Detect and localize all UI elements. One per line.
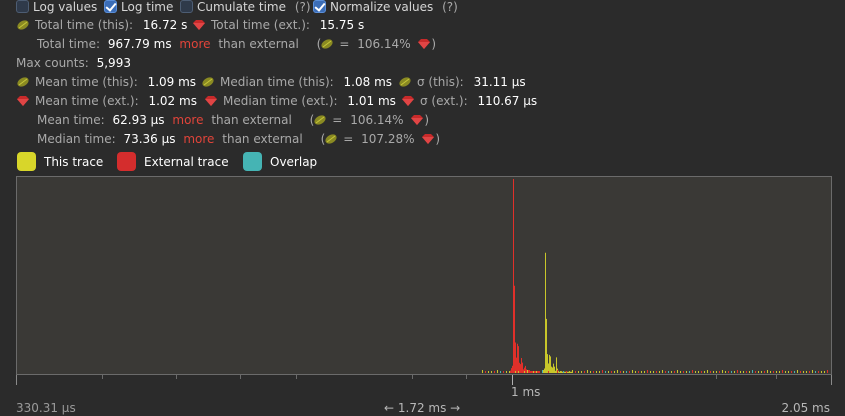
total-ratio: 106.14% <box>357 37 411 51</box>
median-ext-label: Median time (ext.): <box>223 94 338 108</box>
normalize-values-checkbox[interactable] <box>313 0 326 13</box>
leaf-icon <box>17 77 29 87</box>
sigma-this-label: σ (this): <box>417 75 464 89</box>
legend-external-trace: External trace <box>117 152 229 172</box>
mean-ratio: 106.14% <box>350 113 404 127</box>
mean-this-value: 1.09 ms <box>147 75 197 89</box>
legend-overlap-label: Overlap <box>270 155 318 169</box>
median-close-paren: ) <box>435 132 441 146</box>
mean-eq: = <box>332 113 343 127</box>
mean-ext-value: 1.02 ms <box>148 94 197 108</box>
total-this-label: Total time (this): <box>35 18 134 32</box>
axis-max-label: 2.05 ms <box>781 401 830 415</box>
total-close-paren: ) <box>431 37 437 51</box>
ruby-gem-icon <box>411 115 424 125</box>
total-this-value: 16.72 s <box>142 18 188 32</box>
median-open-paren: ( <box>320 132 326 146</box>
max-counts-label: Max counts: <box>16 56 89 70</box>
mean-than-external: than external <box>211 113 292 127</box>
log-time-checkbox[interactable] <box>104 0 117 13</box>
total-time-label: Total time: <box>37 37 100 51</box>
sigma-ext-value: 110.67 μs <box>477 94 538 108</box>
sigma-ext-label: σ (ext.): <box>420 94 468 108</box>
total-this-row: Total time (this): 16.72 s <box>17 18 187 32</box>
cumulate-time-toggle[interactable]: Cumulate time (?) <box>180 0 311 14</box>
legend-overlap: Overlap <box>243 152 317 172</box>
max-counts-row: Max counts: 5,993 <box>16 56 131 70</box>
total-eq: = <box>339 37 350 51</box>
legend-this-label: This trace <box>44 155 104 169</box>
legend-external-label: External trace <box>144 155 229 169</box>
log-values-toggle[interactable]: Log values <box>16 0 97 14</box>
legend-overlap-swatch <box>243 152 262 171</box>
median-more-text: more <box>183 132 215 146</box>
sigma-this-value: 31.11 μs <box>473 75 526 89</box>
median-this-stat: Median time (this): 1.08 ms <box>202 75 392 89</box>
leaf-icon <box>325 134 337 144</box>
legend-external-swatch <box>117 152 136 171</box>
ruby-gem-icon <box>402 96 414 106</box>
legend-this-trace: This trace <box>17 152 103 172</box>
mean-diff-row: Mean time: 62.93 μs more than external (… <box>37 113 429 127</box>
total-than-external: than external <box>218 37 299 51</box>
mean-ext-label: Mean time (ext.): <box>35 94 139 108</box>
median-than-external: than external <box>222 132 303 146</box>
total-ext-value: 15.75 s <box>319 18 365 32</box>
total-ext-label: Total time (ext.): <box>211 18 310 32</box>
median-ext-value: 1.01 ms <box>347 94 396 108</box>
ruby-gem-icon <box>418 39 431 49</box>
ruby-gem-icon <box>422 134 435 144</box>
leaf-icon <box>399 77 411 87</box>
cumulate-time-help[interactable]: (?) <box>294 0 311 14</box>
mean-more-text: more <box>172 113 204 127</box>
median-time-label: Median time: <box>37 132 116 146</box>
median-this-label: Median time (this): <box>220 75 334 89</box>
total-time-value: 967.79 ms <box>107 37 172 51</box>
mean-close-paren: ) <box>424 113 430 127</box>
median-time-value: 73.36 μs <box>123 132 176 146</box>
total-more-text: more <box>179 37 211 51</box>
ruby-gem-icon <box>193 20 205 30</box>
time-axis: 1 ms 330.31 μs ← 1.72 ms → 2.05 ms <box>16 375 832 416</box>
histogram-svg[interactable] <box>17 177 831 374</box>
axis-min-label: 330.31 μs <box>16 401 76 415</box>
normalize-values-toggle[interactable]: Normalize values (?) <box>313 0 458 14</box>
axis-range-label: ← 1.72 ms → <box>384 401 461 415</box>
normalize-values-help[interactable]: (?) <box>442 0 458 14</box>
cumulate-time-label: Cumulate time <box>197 0 286 14</box>
median-ratio: 107.28% <box>361 132 415 146</box>
leaf-icon <box>321 39 333 49</box>
sigma-this-stat: σ (this): 31.11 μs <box>399 75 526 89</box>
leaf-icon <box>17 20 29 30</box>
mean-time-label: Mean time: <box>37 113 105 127</box>
log-time-toggle[interactable]: Log time <box>104 0 173 14</box>
median-eq: = <box>343 132 354 146</box>
leaf-icon <box>202 77 214 87</box>
total-ext-row: Total time (ext.): 15.75 s <box>193 18 364 32</box>
median-ext-stat: Median time (ext.): 1.01 ms <box>205 94 396 108</box>
mean-this-stat: Mean time (this): 1.09 ms <box>17 75 196 89</box>
mean-ext-stat: Mean time (ext.): 1.02 ms <box>17 94 197 108</box>
axis-ticks <box>16 375 832 385</box>
total-open-paren: ( <box>316 37 322 51</box>
ruby-gem-icon <box>17 96 29 106</box>
total-diff-row: Total time: 967.79 ms more than external… <box>37 37 436 51</box>
leaf-icon <box>314 115 326 125</box>
log-values-checkbox[interactable] <box>16 0 29 13</box>
axis-center-label: 1 ms <box>511 385 541 399</box>
log-values-label: Log values <box>33 0 98 14</box>
cumulate-time-checkbox[interactable] <box>180 0 193 13</box>
normalize-values-label: Normalize values <box>330 0 434 14</box>
mean-time-value: 62.93 μs <box>112 113 165 127</box>
median-this-value: 1.08 ms <box>343 75 393 89</box>
mean-open-paren: ( <box>309 113 315 127</box>
ruby-gem-icon <box>205 96 217 106</box>
max-counts-value: 5,993 <box>96 56 131 70</box>
mean-this-label: Mean time (this): <box>35 75 138 89</box>
log-time-label: Log time <box>121 0 174 14</box>
median-diff-row: Median time: 73.36 μs more than external… <box>37 132 440 146</box>
histogram-plot[interactable] <box>16 176 832 375</box>
legend-this-swatch <box>17 152 36 171</box>
sigma-ext-stat: σ (ext.): 110.67 μs <box>402 94 537 108</box>
